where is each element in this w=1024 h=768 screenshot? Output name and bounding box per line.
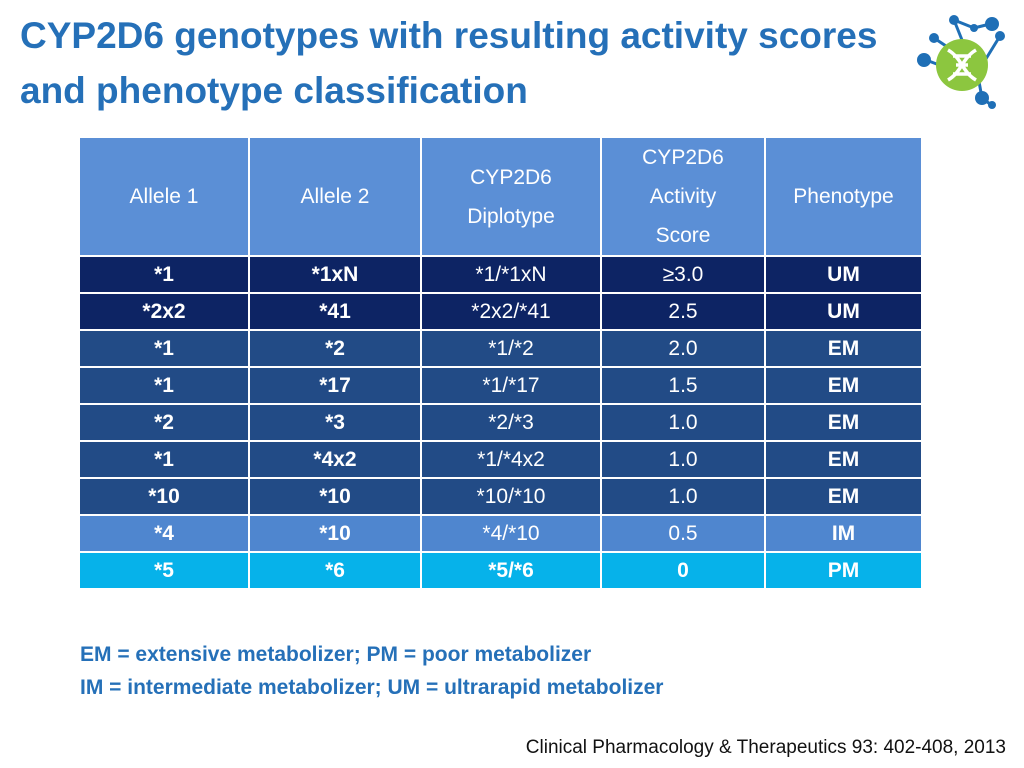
title-line-2: and phenotype classification [20,70,528,111]
table-body: *1 *1xN *1/*1xN ≥3.0 UM *2x2 *41 *2x2/*41 2.5 UM *… [78,255,923,590]
table-row: *2 *3 *2/*3 1.0 EM [78,403,923,442]
table-cell-phenotype: PM [764,551,923,590]
table-cell-phenotype: UM [764,292,923,331]
footnote-line-1: EM = extensive metabolizer; PM = poor me… [80,643,592,666]
table-row: *1 *1xN *1/*1xN ≥3.0 UM [78,255,923,294]
table-cell-allele-1: *2x2 [78,292,250,331]
table-header-row: Allele 1 Allele 2 CYP2D6 Diplotype CYP2D6 Act… [78,136,923,257]
header-text-line: Activity [649,185,717,208]
table-cell-diplotype: *1/*4x2 [420,440,602,479]
table-cell-phenotype: EM [764,366,923,405]
table-cell-diplotype: *5/*6 [420,551,602,590]
table-row: *1 *4x2 *1/*4x2 1.0 EM [78,440,923,479]
dna-molecule-logo-icon [917,15,1005,109]
table-cell-activity-score: ≥3.0 [600,255,766,294]
table-row: *1 *17 *1/*17 1.5 EM [78,366,923,405]
header-text-line: CYP2D6 [642,146,724,169]
title-line-1: CYP2D6 genotypes with resulting activity… [20,15,878,56]
genotype-table: Allele 1 Allele 2 CYP2D6 Diplotype CYP2D6 Act… [78,136,923,590]
table-cell-allele-2: *10 [248,477,422,516]
table-cell-activity-score: 1.0 [600,477,766,516]
header-text-line: Score [655,224,711,247]
table-cell-allele-2: *2 [248,329,422,368]
table-cell-phenotype: IM [764,514,923,553]
table-cell-allele-2: *17 [248,366,422,405]
header-text-line: Diplotype [467,204,555,228]
table-cell-allele-2: *41 [248,292,422,331]
column-header-phenotype: Phenotype [764,136,923,257]
table-cell-allele-1: *4 [78,514,250,553]
table-row: *2x2 *41 *2x2/*41 2.5 UM [78,292,923,331]
table-cell-activity-score: 0 [600,551,766,590]
table-cell-diplotype: *1/*2 [420,329,602,368]
table-cell-phenotype: UM [764,255,923,294]
table-cell-allele-2: *10 [248,514,422,553]
column-header-allele-1: Allele 1 [78,136,250,257]
table-row: *10 *10 *10/*10 1.0 EM [78,477,923,516]
table-row: *4 *10 *4/*10 0.5 IM [78,514,923,553]
table-cell-phenotype: EM [764,329,923,368]
table-cell-diplotype: *10/*10 [420,477,602,516]
citation: Clinical Pharmacology & Therapeutics 93:… [525,737,1006,758]
header-text-line: Allele 2 [300,185,370,208]
header-text-line: Allele 1 [129,185,199,208]
table-cell-allele-1: *1 [78,366,250,405]
table-cell-allele-2: *1xN [248,255,422,294]
table-cell-allele-1: *10 [78,477,250,516]
table-cell-activity-score: 1.5 [600,366,766,405]
column-header-activity-score: CYP2D6 Activity Score [600,136,766,257]
column-header-allele-2: Allele 2 [248,136,422,257]
table-cell-phenotype: EM [764,440,923,479]
table-cell-allele-2: *6 [248,551,422,590]
genotype-table-container: Allele 1 Allele 2 CYP2D6 Diplotype CYP2D6 Act… [78,136,923,590]
table-cell-activity-score: 2.5 [600,292,766,331]
table-cell-diplotype: *2x2/*41 [420,292,602,331]
table-cell-diplotype: *2/*3 [420,403,602,442]
table-cell-allele-2: *4x2 [248,440,422,479]
table-cell-activity-score: 0.5 [600,514,766,553]
header-text-line: Phenotype [793,185,894,208]
abbreviation-footnote: EM = extensive metabolizer; PM = poor me… [80,638,663,704]
table-cell-phenotype: EM [764,477,923,516]
table-cell-allele-1: *1 [78,255,250,294]
table-cell-allele-1: *2 [78,403,250,442]
table-cell-allele-1: *1 [78,329,250,368]
table-cell-allele-1: *5 [78,551,250,590]
table-row: *1 *2 *1/*2 2.0 EM [78,329,923,368]
table-cell-allele-1: *1 [78,440,250,479]
footnote-line-2: IM = intermediate metabolizer; UM = ultr… [80,676,664,699]
table-cell-diplotype: *1/*17 [420,366,602,405]
table-cell-diplotype: *4/*10 [420,514,602,553]
table-cell-phenotype: EM [764,403,923,442]
slide-title: CYP2D6 genotypes with resulting activity… [20,8,920,118]
table-cell-allele-2: *3 [248,403,422,442]
header-text-line: CYP2D6 [470,165,552,189]
table-row: *5 *6 *5/*6 0 PM [78,551,923,590]
table-cell-activity-score: 1.0 [600,403,766,442]
column-header-diplotype: CYP2D6 Diplotype [420,136,602,257]
table-cell-activity-score: 1.0 [600,440,766,479]
table-cell-activity-score: 2.0 [600,329,766,368]
table-cell-diplotype: *1/*1xN [420,255,602,294]
